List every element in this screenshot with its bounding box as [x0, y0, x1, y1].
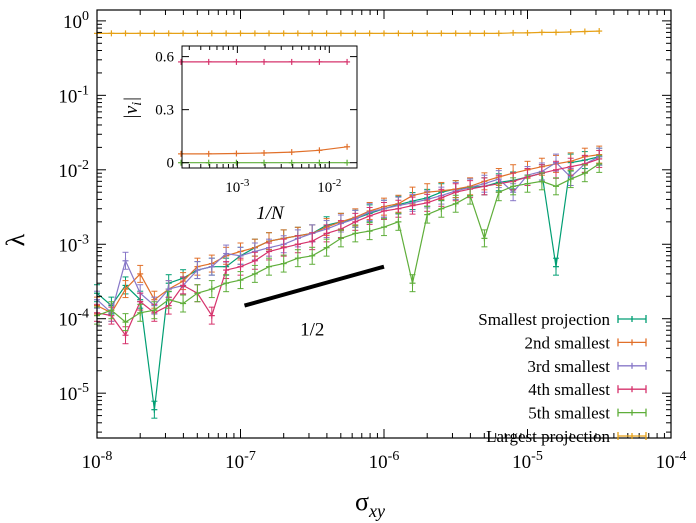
slope-line: [243, 264, 385, 308]
x-axis-label: σxy: [355, 487, 385, 521]
y-tick-label: 10-3: [58, 232, 89, 256]
inset-y-tick-label: 0.6: [155, 50, 174, 66]
y-axis-label: λ: [1, 233, 30, 246]
inset-plot: 10-3 10-2 0 0.3 0.6 1/N |vi|: [121, 45, 358, 224]
legend-label: 4th smallest: [528, 380, 610, 399]
inset-background: [182, 46, 357, 168]
inset-y-label: |vi|: [121, 97, 145, 120]
y-tick-label: 10-2: [58, 158, 89, 182]
inset-series-2: [178, 143, 351, 157]
inset-x-label: 1/N: [256, 203, 285, 224]
y-tick-label: 10-5: [58, 381, 89, 405]
main-plot-content: [94, 28, 603, 419]
inset-series-1: [178, 58, 351, 65]
legend-label: Largest projection: [486, 427, 610, 446]
y-tick-label: 100: [63, 9, 89, 33]
x-tick-label: 10-7: [225, 449, 256, 473]
series-line: [96, 163, 600, 323]
inset-x-tick-label: 10-3: [225, 177, 250, 196]
legend-item: Largest projection: [486, 427, 647, 446]
series-3: [94, 147, 603, 322]
x-tick-label: 10-5: [512, 449, 543, 473]
series-2: [94, 145, 603, 322]
series-line: [96, 158, 600, 337]
y-tick-label: 10-1: [58, 83, 89, 107]
series-1: [94, 147, 603, 419]
x-tick-label: 10-8: [82, 449, 113, 473]
series-line: [97, 30, 600, 35]
inset-x-tick-label: 10-2: [317, 177, 341, 196]
inset-y-tick-label: 0: [167, 156, 175, 172]
series-line: [96, 156, 600, 314]
series-4: [94, 149, 603, 345]
series-5: [94, 154, 603, 332]
legend-label: 3rd smallest: [527, 357, 610, 376]
legend-label: 2nd smallest: [525, 333, 611, 352]
y-tick-label: 10-4: [58, 307, 89, 331]
series-6: [94, 28, 603, 37]
slope-annotation: 1/2: [243, 264, 385, 341]
inset-plot-content: [178, 58, 351, 166]
inset-series-3: [178, 159, 351, 166]
series-line: [96, 156, 600, 410]
inset-frame: [181, 45, 358, 169]
legend-item: 2nd smallest: [525, 333, 647, 352]
inset-ticks: 10-3 10-2 0 0.3 0.6: [155, 46, 358, 196]
legend-label: 5th smallest: [528, 404, 610, 423]
legend-item: Smallest projection: [478, 310, 647, 329]
legend-item: 4th smallest: [528, 380, 647, 399]
legend-item: 5th smallest: [528, 404, 647, 423]
x-tick-label: 10-6: [369, 449, 400, 473]
inset-y-tick-label: 0.3: [155, 103, 174, 119]
legend-item: 3rd smallest: [527, 357, 647, 376]
slope-label: 1/2: [300, 320, 324, 341]
x-tick-label: 10-4: [656, 449, 687, 473]
legend: Smallest projection 2nd smallest 3rd small…: [478, 310, 647, 446]
legend-label: Smallest projection: [478, 310, 610, 329]
main-ticks: 10-8 10-7 10-6 10-5 10-4 10-5 10-4 10-3 10-2 10-1…: [58, 9, 686, 473]
